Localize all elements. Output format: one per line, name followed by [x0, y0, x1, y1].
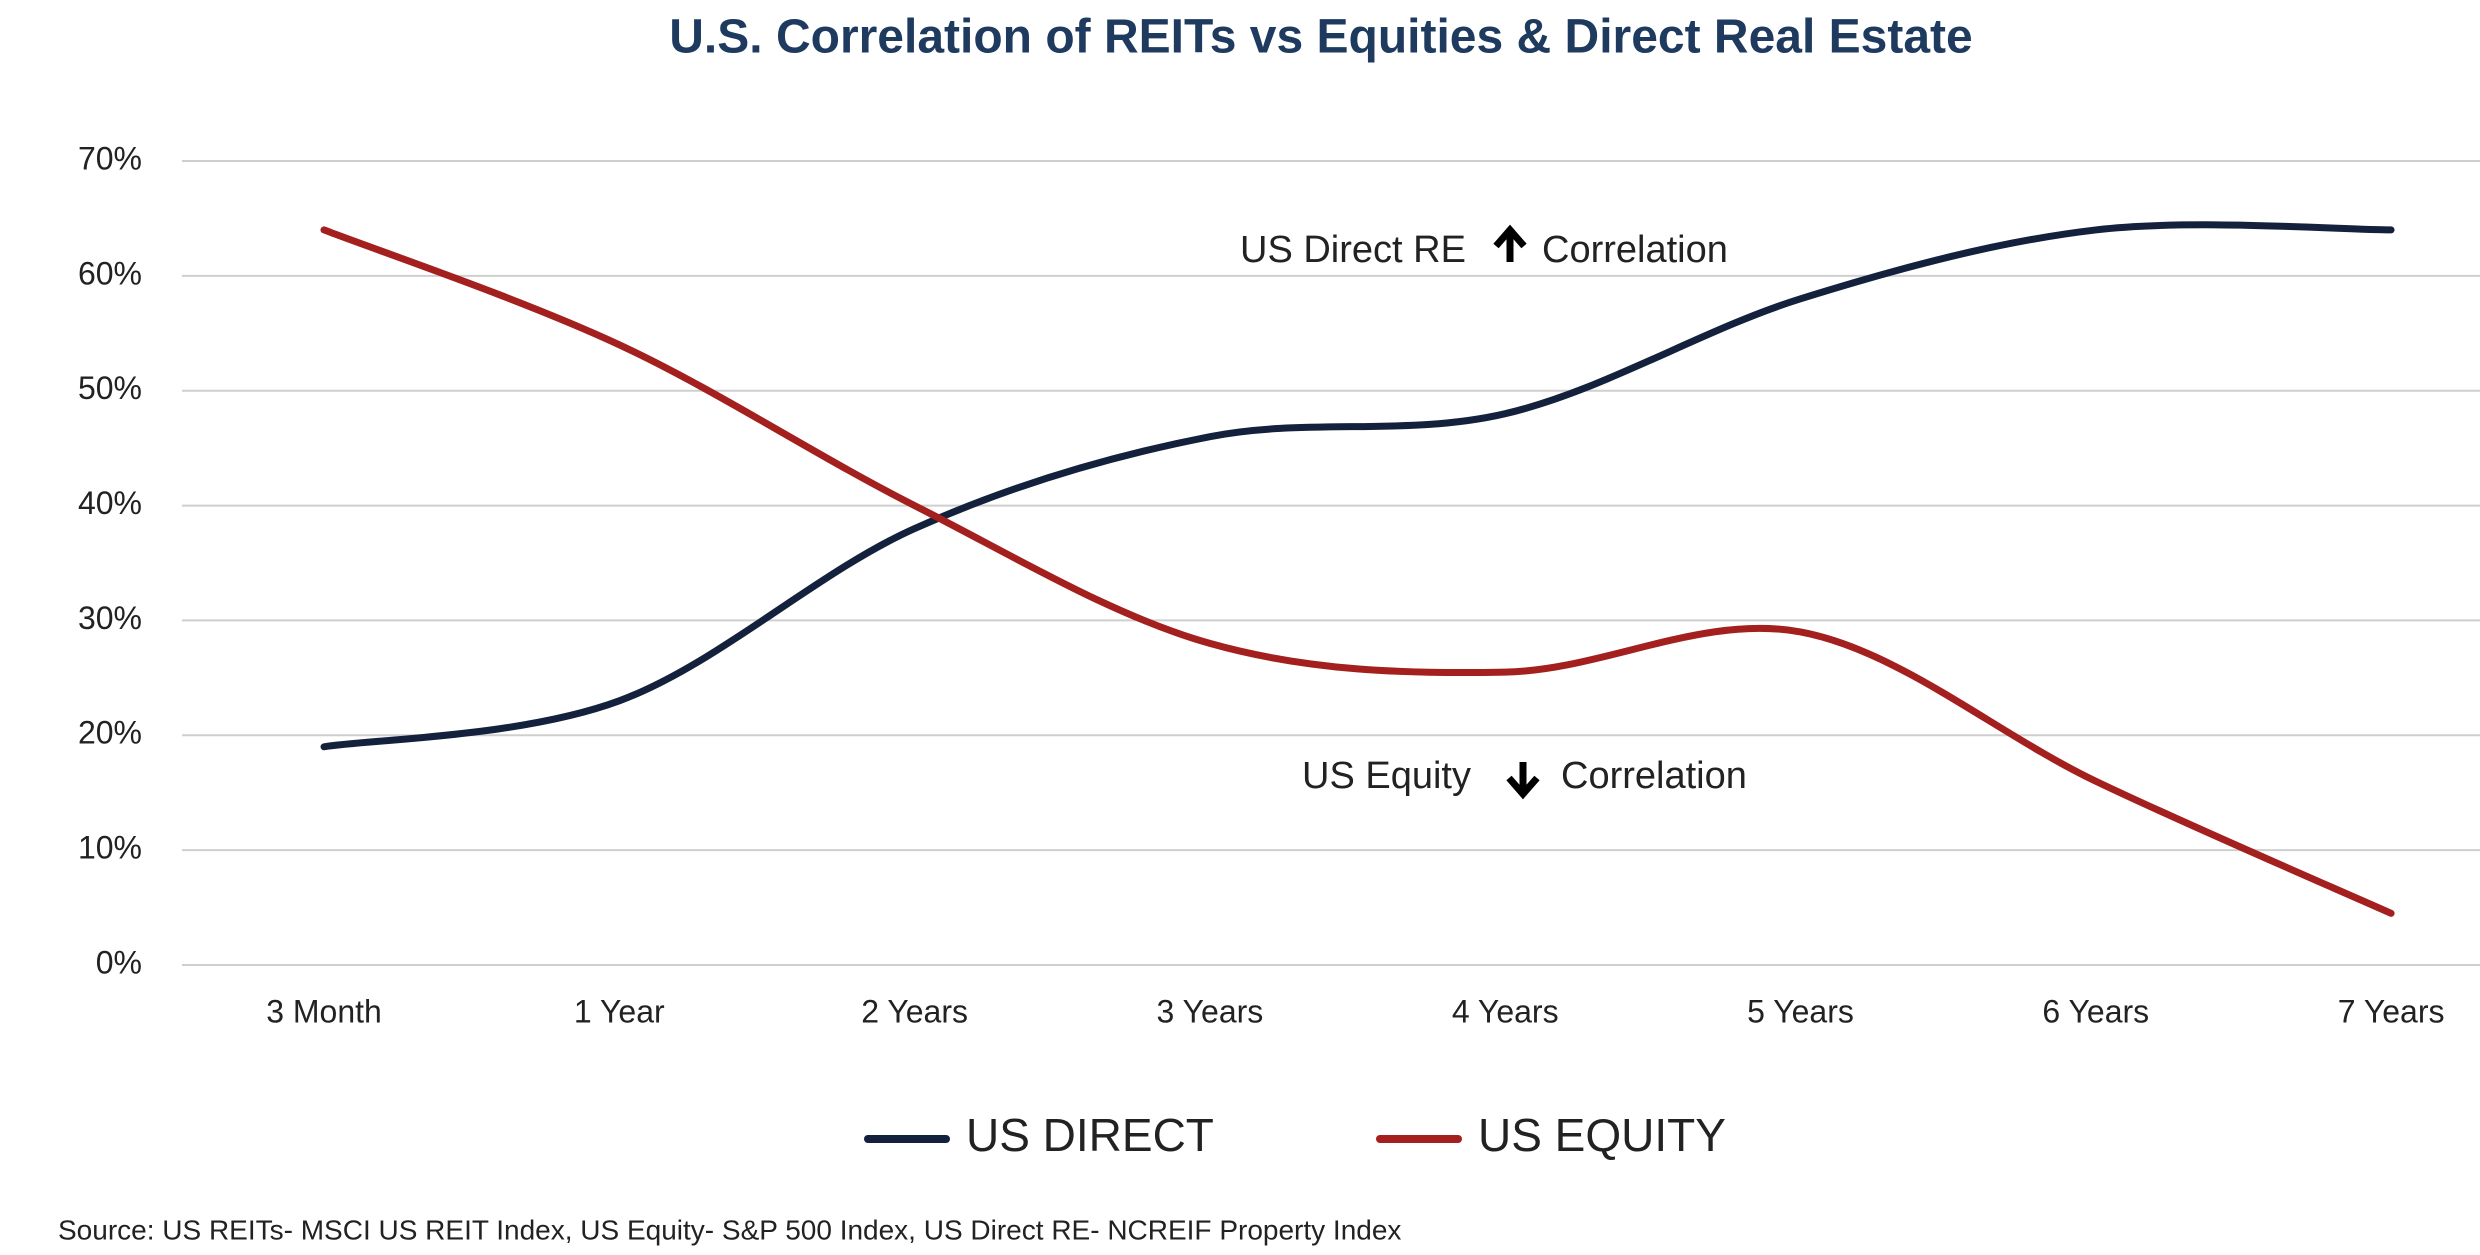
x-tick-label: 3 Month — [266, 993, 382, 1029]
source-note: Source: US REITs- MSCI US REIT Index, US… — [58, 1214, 1401, 1245]
x-tick-label: 3 Years — [1157, 993, 1264, 1029]
y-tick-label: 20% — [78, 715, 142, 751]
x-tick-label: 7 Years — [2338, 993, 2445, 1029]
x-tick-label: 5 Years — [1747, 993, 1854, 1029]
annotation: US Equity — [1302, 755, 1471, 797]
annotation: Correlation — [1542, 229, 1728, 271]
x-tick-label: 1 Year — [574, 993, 665, 1029]
y-tick-label: 60% — [78, 255, 142, 291]
y-tick-label: 0% — [96, 944, 142, 980]
y-tick-label: 40% — [78, 485, 142, 521]
x-tick-label: 4 Years — [1452, 993, 1559, 1029]
chart-title: U.S. Correlation of REITs vs Equities & … — [669, 11, 1972, 64]
legend-label: US DIRECT — [966, 1109, 1214, 1161]
legend: US DIRECT US EQUITY — [864, 1109, 1726, 1161]
arrow-up — [1493, 224, 1527, 262]
annotation: US Direct RE — [1240, 229, 1466, 271]
legend-label: US EQUITY — [1478, 1109, 1726, 1161]
annotation: Correlation — [1561, 755, 1747, 797]
arrow-down — [1506, 762, 1540, 800]
plot — [320, 221, 2395, 917]
x-tick-label: 6 Years — [2042, 993, 2149, 1029]
line-series — [320, 226, 2395, 917]
y-tick-label: 30% — [78, 600, 142, 636]
x-tick-label: 2 Years — [861, 993, 968, 1029]
grid: 0% 10% 20% 30% 40% 50% 60% 70% 3 Month 1 Year 2 Ye… — [78, 140, 2480, 1029]
line-series — [320, 221, 2395, 751]
y-tick-label: 50% — [78, 370, 142, 406]
y-tick-label: 70% — [78, 140, 142, 176]
y-tick-label: 10% — [78, 830, 142, 866]
